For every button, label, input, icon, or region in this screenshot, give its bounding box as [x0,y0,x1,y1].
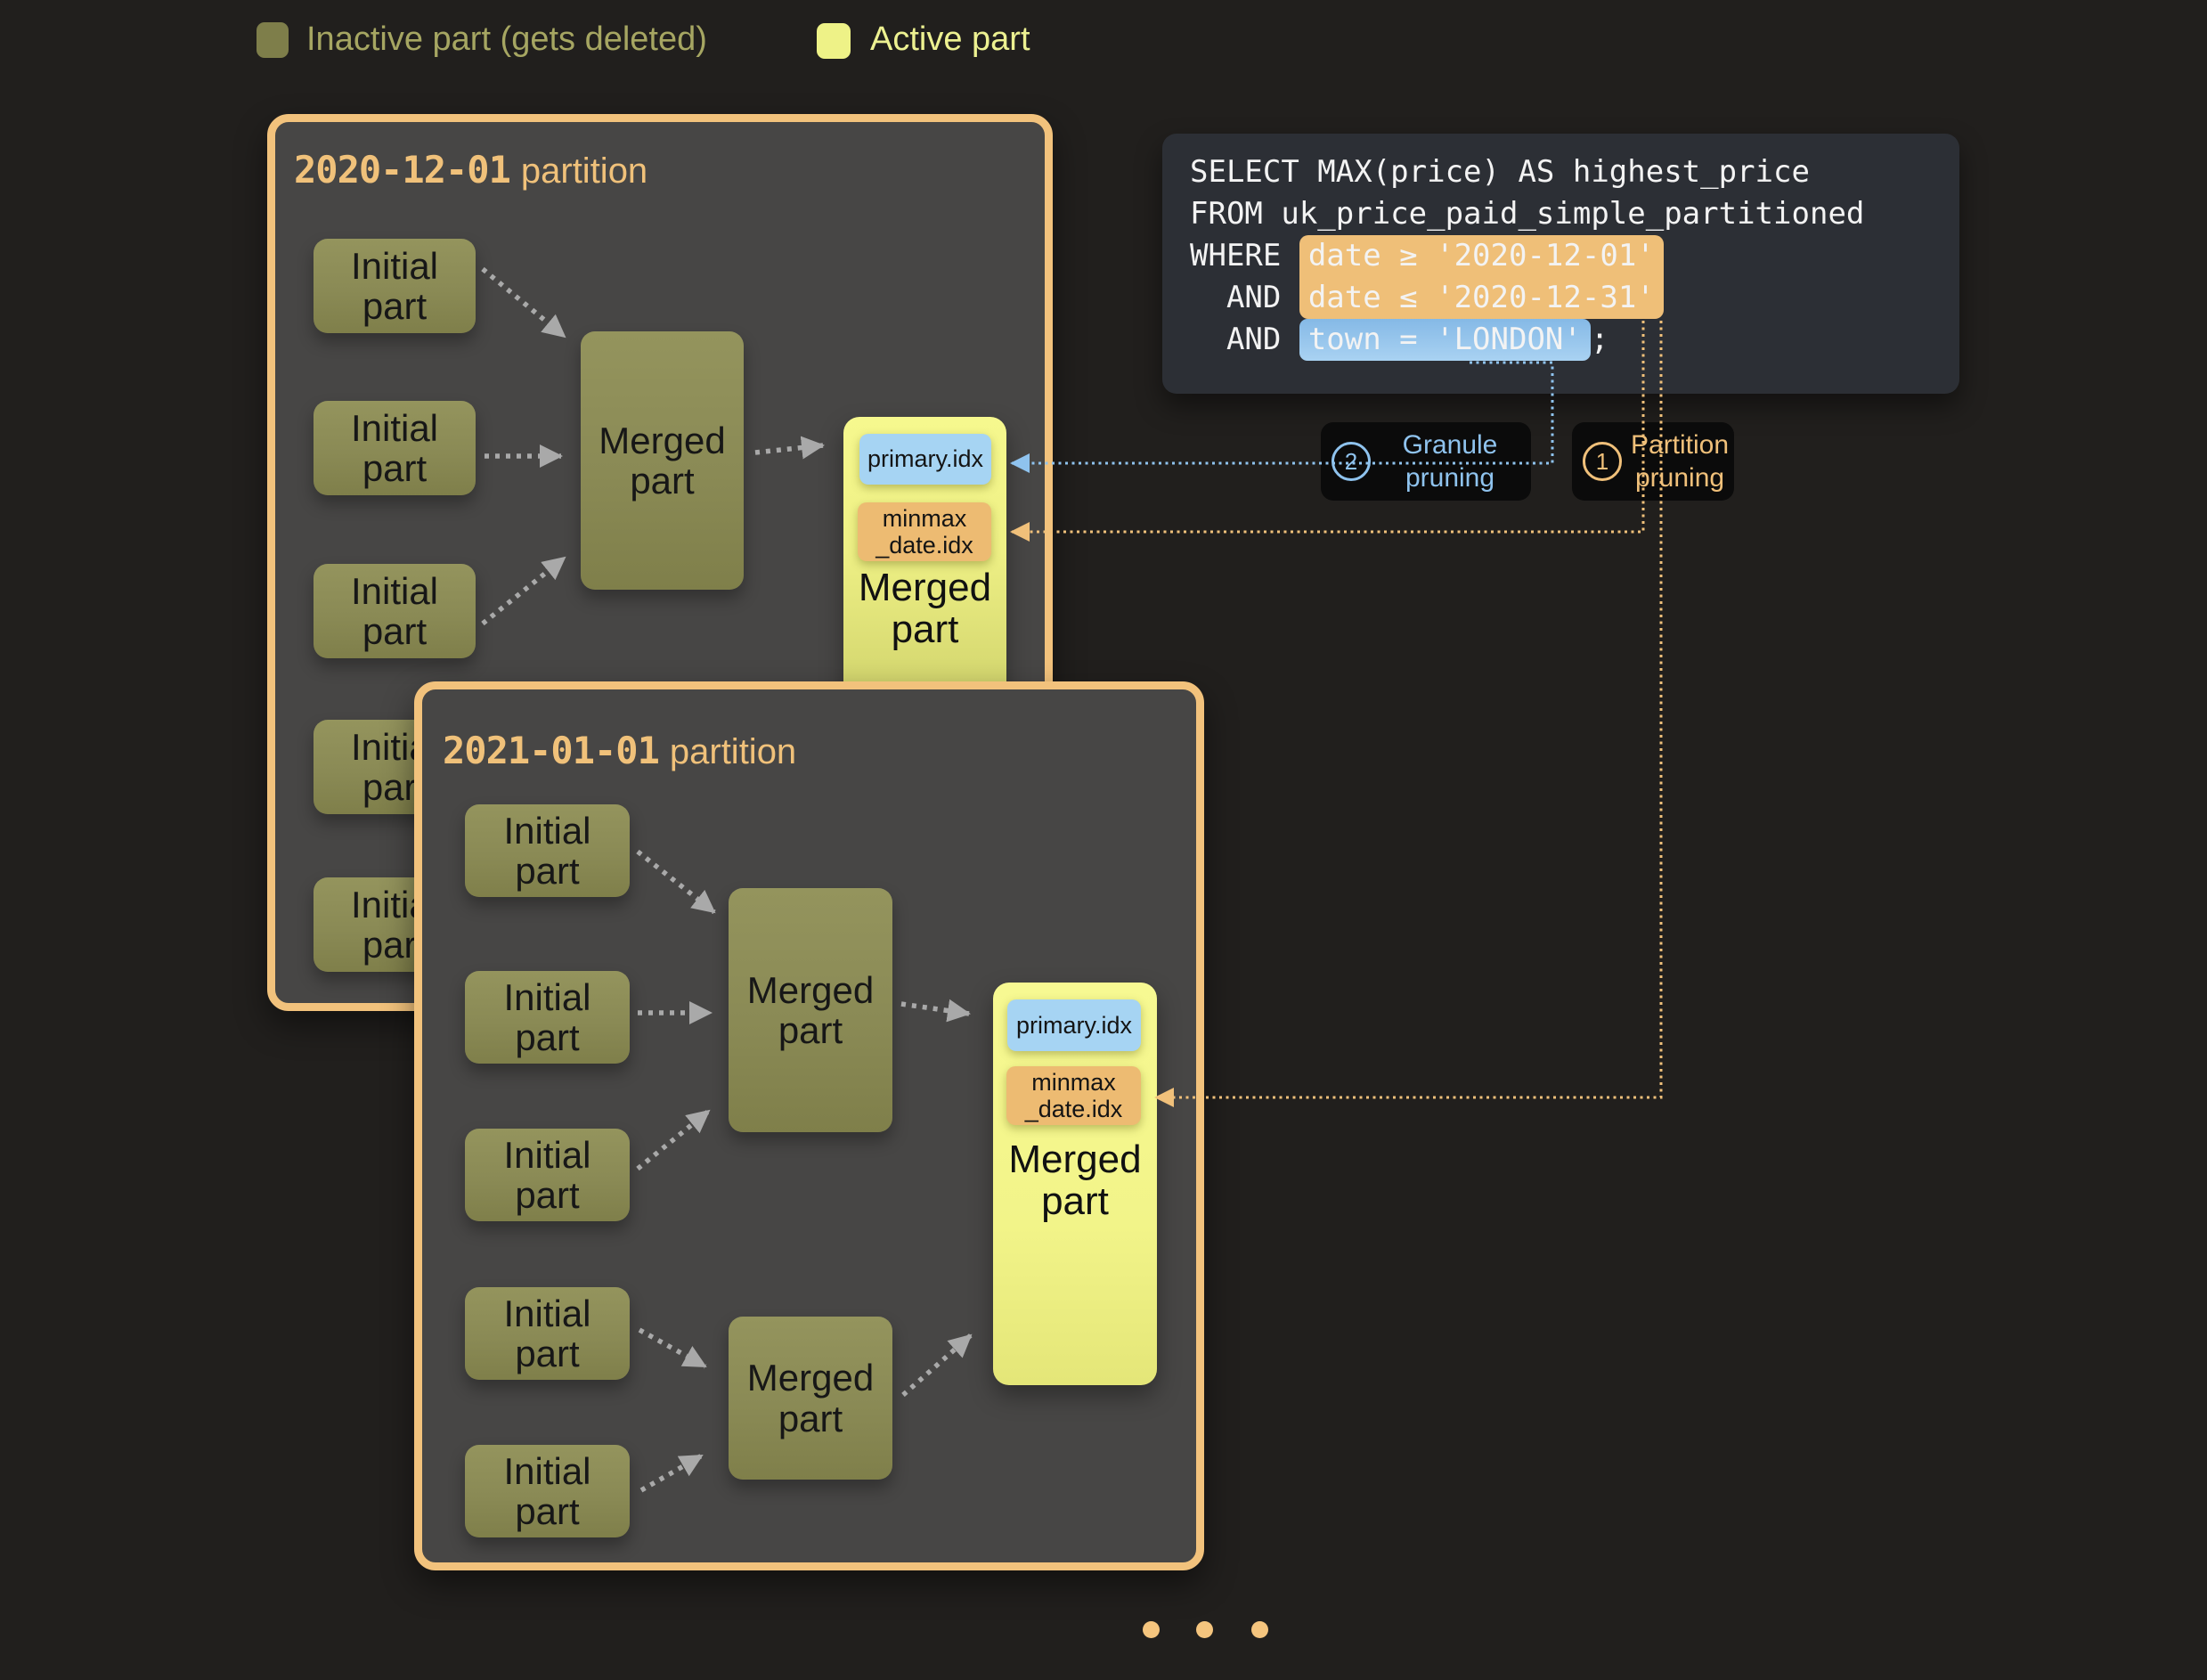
initial-part: Initial part [314,564,476,658]
initial-part: Initial part [314,239,476,333]
sql-highlight-orange-bottom: date ≤ '2020-12-31' [1299,277,1664,319]
sql-highlight-orange-top: date ≥ '2020-12-01' [1299,235,1664,277]
merged-part-inactive: Merged part [729,1317,892,1480]
sql-code: SELECT MAX(price) AS highest_price FROM u… [1190,151,1959,361]
initial-part: Initial part [465,1129,630,1221]
step-1-icon: 1 [1583,442,1622,481]
sql-line: AND town = 'LONDON'; [1190,319,1959,361]
granule-pruning-label: Granule pruning [1402,429,1498,493]
initial-part: Initial part [465,971,630,1064]
active-part-swatch [817,23,851,59]
partition-date: 2020-12-01 [294,148,511,192]
initial-part: Initial part [465,804,630,897]
minmax-date-idx-label: minmax _date.idx [1006,1066,1141,1125]
merged-part-inactive: Merged part [729,888,892,1132]
primary-idx-label: primary.idx [859,434,991,485]
step-2-icon: 2 [1332,442,1371,481]
partition-title: 2021-01-01 partition [443,729,796,772]
pager-dot[interactable] [1143,1621,1160,1638]
sql-highlight-blue: town = 'LONDON' [1299,319,1591,361]
inactive-part-legend-label: Inactive part (gets deleted) [306,20,707,58]
merged-part-inactive: Merged part [581,331,744,590]
merged-part-active-label: Merged part [858,566,992,652]
granule-pruning-badge: 2 Granule pruning [1321,422,1531,501]
initial-part: Initial part [465,1445,630,1537]
minmax-date-idx-label: minmax _date.idx [858,502,991,561]
partition-date: 2021-01-01 [443,729,660,772]
partition-title: 2020-12-01 partition [294,148,647,192]
partition-word: partition [520,151,648,191]
partition-pruning-badge: 1 Partition pruning [1572,422,1734,501]
initial-part: Initial part [465,1287,630,1380]
inactive-part-swatch [257,22,289,58]
pager-dot[interactable] [1196,1621,1213,1638]
active-part-legend-label: Active part [870,20,1030,58]
merged-part-active-label: Merged part [1008,1138,1142,1224]
pager-dot[interactable] [1251,1621,1268,1638]
primary-idx-label: primary.idx [1007,999,1141,1051]
sql-line: FROM uk_price_paid_simple_partitioned [1190,196,1865,232]
sql-line: AND date ≤ '2020-12-31' [1190,277,1959,319]
sql-query-card: SELECT MAX(price) AS highest_price FROM u… [1162,134,1959,394]
partition-word: partition [669,732,797,771]
initial-part: Initial part [314,401,476,495]
sql-line: SELECT MAX(price) AS highest_price [1190,154,1810,190]
sql-line: WHERE date ≥ '2020-12-01' [1190,235,1959,277]
partition-pruning-label: Partition pruning [1631,429,1730,493]
